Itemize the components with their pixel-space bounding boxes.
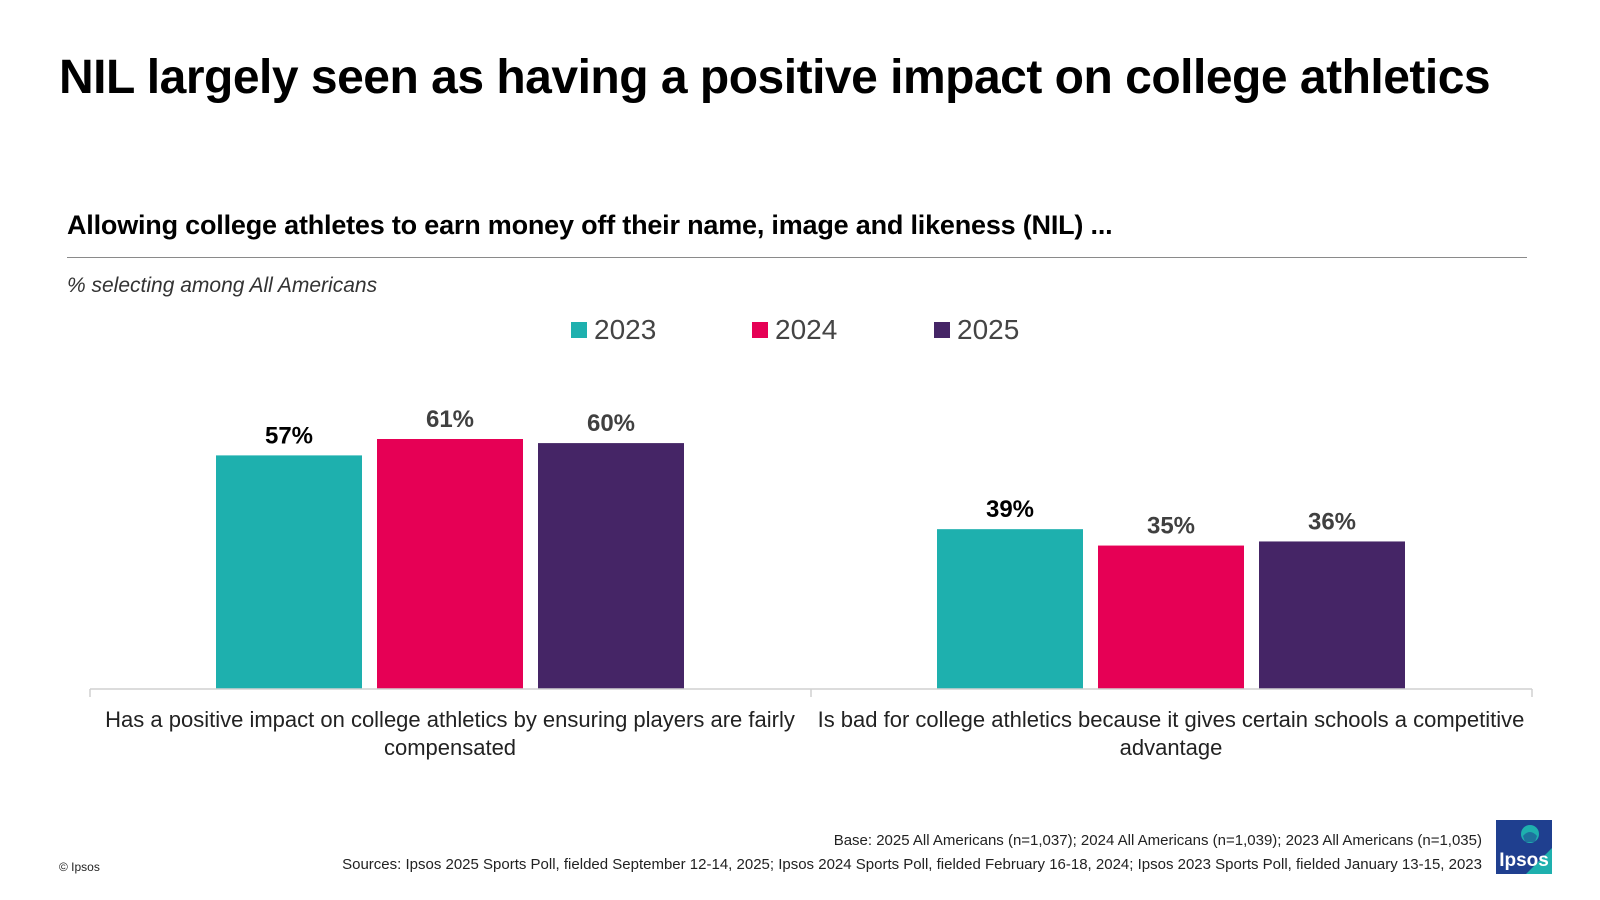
legend-label-2023: 2023 xyxy=(594,314,657,345)
bar-positive-impact-2023 xyxy=(216,455,362,689)
legend-swatch-2024 xyxy=(752,322,768,338)
divider xyxy=(67,257,1527,258)
bar-bad-for-athletics-2024 xyxy=(1098,545,1244,689)
legend-swatch-2023 xyxy=(571,322,587,338)
chart-note: % selecting among All Americans xyxy=(67,274,378,297)
data-label-positive-impact-2024: 61% xyxy=(426,406,474,433)
legend-item-2024: 2024 xyxy=(752,314,837,346)
bar-positive-impact-2025 xyxy=(538,443,684,689)
data-label-bad-for-athletics-2025: 36% xyxy=(1308,508,1356,535)
legend-label-2025: 2025 xyxy=(957,314,1020,345)
bar-positive-impact-2024 xyxy=(377,439,523,689)
data-label-positive-impact-2023: 57% xyxy=(265,422,313,449)
legend-label-2024: 2024 xyxy=(775,314,838,345)
legend-swatch-2025 xyxy=(934,322,950,338)
data-label-positive-impact-2025: 60% xyxy=(587,410,635,437)
footnote-sources: Sources: Ipsos 2025 Sports Poll, fielded… xyxy=(342,856,1482,873)
footnote-base: Base: 2025 All Americans (n=1,037); 2024… xyxy=(833,832,1482,849)
data-label-bad-for-athletics-2024: 35% xyxy=(1147,513,1195,540)
legend-item-2023: 2023 xyxy=(571,314,656,346)
chart-subtitle: Allowing college athletes to earn money … xyxy=(67,210,1113,240)
data-label-bad-for-athletics-2023: 39% xyxy=(986,496,1034,523)
ipsos-logo xyxy=(1496,820,1552,874)
legend-item-2025: 2025 xyxy=(934,314,1019,346)
page-title: NIL largely seen as having a positive im… xyxy=(59,51,1491,104)
copyright: © Ipsos xyxy=(59,860,100,874)
category-label-positive-impact: Has a positive impact on college athleti… xyxy=(105,707,795,760)
bar-bad-for-athletics-2023 xyxy=(937,529,1083,689)
bar-bad-for-athletics-2025 xyxy=(1259,541,1405,689)
category-label-bad-for-athletics: Is bad for college athletics because it … xyxy=(817,707,1525,760)
ipsos-logo-text: Ipsos xyxy=(1499,850,1549,871)
